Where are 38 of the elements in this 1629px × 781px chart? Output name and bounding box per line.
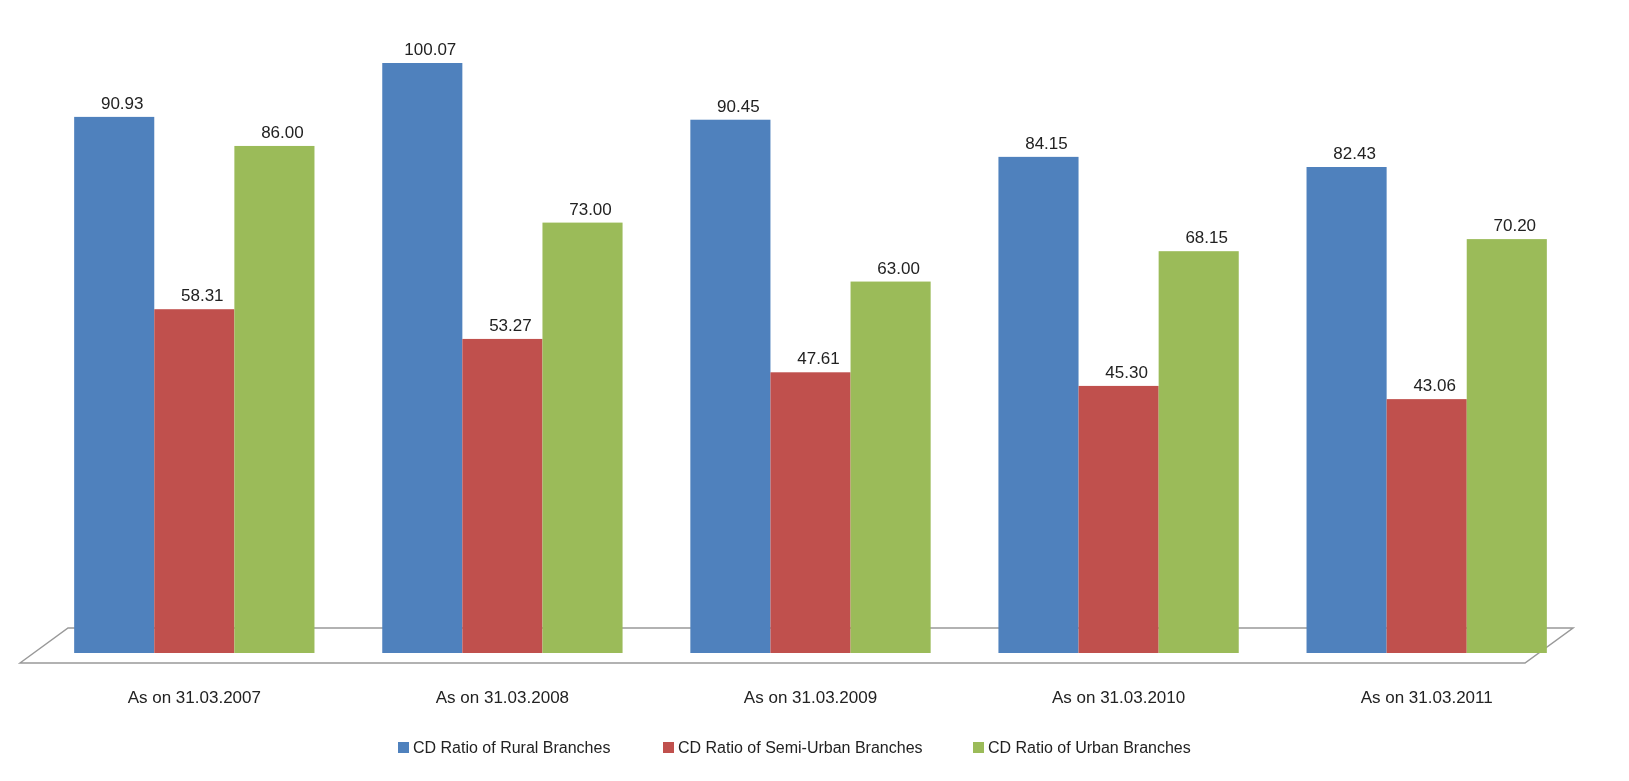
bar xyxy=(1078,385,1159,653)
bar xyxy=(1386,399,1467,653)
data-label: 73.00 xyxy=(569,199,612,219)
bar xyxy=(1466,239,1547,653)
bar xyxy=(1306,167,1387,653)
bar xyxy=(154,309,235,653)
bar xyxy=(770,372,851,653)
data-label: 84.15 xyxy=(1025,133,1068,153)
bar xyxy=(542,222,623,653)
bar xyxy=(998,156,1079,653)
data-label: 82.43 xyxy=(1333,144,1376,163)
x-tick-label: As on 31.03.2010 xyxy=(1051,688,1186,707)
data-label: 70.20 xyxy=(1493,216,1537,236)
data-label: 47.61 xyxy=(797,349,840,369)
data-label: 90.93 xyxy=(100,93,144,113)
bar xyxy=(74,116,155,653)
data-label: 86.00 xyxy=(261,122,304,142)
data-label: 68.15 xyxy=(1185,228,1228,248)
legend-label: CD Ratio of Rural Branches xyxy=(413,739,611,756)
bar xyxy=(1158,251,1239,653)
x-tick-label: As on 31.03.2011 xyxy=(1360,688,1493,707)
x-tick-label: As on 31.03.2008 xyxy=(435,688,570,707)
data-label: 58.31 xyxy=(181,286,224,306)
bar xyxy=(850,281,931,653)
bar xyxy=(382,63,463,653)
data-label: 53.27 xyxy=(489,315,532,335)
data-label: 45.30 xyxy=(1105,362,1148,382)
x-tick-label: As on 31.03.2009 xyxy=(743,688,878,707)
x-tick-label: As on 31.03.2007 xyxy=(127,688,261,707)
bar xyxy=(234,145,315,653)
data-label: 100.07 xyxy=(404,40,457,59)
bar xyxy=(690,119,771,653)
legend-label: CD Ratio of Semi-Urban Branches xyxy=(678,739,923,756)
data-label: 43.06 xyxy=(1413,376,1456,396)
data-label: 90.45 xyxy=(717,96,760,116)
bar xyxy=(462,338,543,653)
legend-label: CD Ratio of Urban Branches xyxy=(988,739,1191,756)
data-label: 63.00 xyxy=(877,258,920,278)
